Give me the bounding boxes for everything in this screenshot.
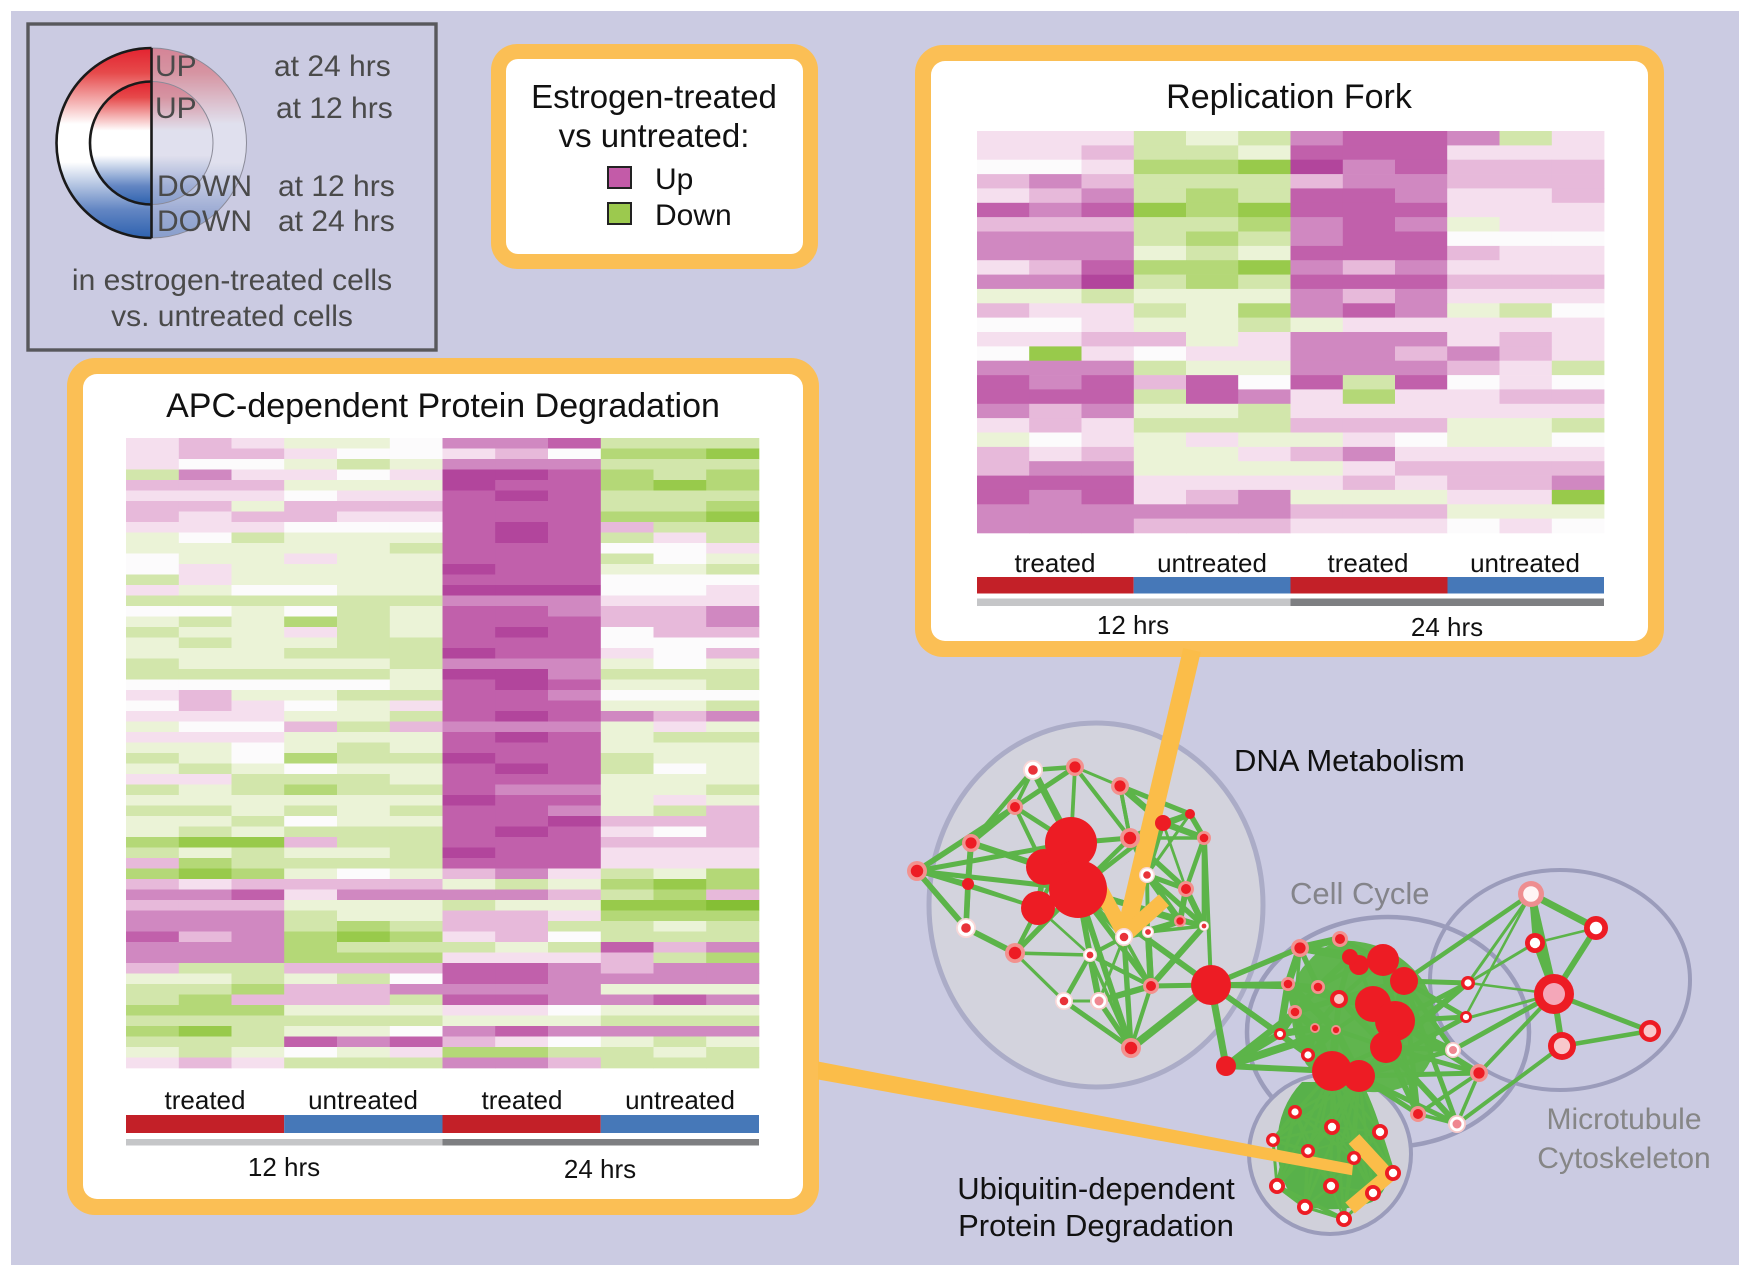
svg-text:Microtubule: Microtubule xyxy=(1546,1103,1701,1136)
svg-text:treated: treated xyxy=(482,1085,563,1115)
svg-text:at 24 hrs: at 24 hrs xyxy=(278,205,395,238)
svg-text:Cytoskeleton: Cytoskeleton xyxy=(1537,1142,1710,1175)
svg-text:DNA Metabolism: DNA Metabolism xyxy=(1234,743,1465,778)
svg-text:DOWN: DOWN xyxy=(157,205,252,238)
svg-text:in estrogen-treated cells: in estrogen-treated cells xyxy=(72,264,392,297)
svg-text:at 24 hrs: at 24 hrs xyxy=(274,50,391,83)
svg-text:treated: treated xyxy=(165,1085,246,1115)
svg-text:UP: UP xyxy=(155,50,197,83)
svg-text:DOWN: DOWN xyxy=(157,170,252,203)
svg-text:treated: treated xyxy=(1328,548,1409,578)
svg-text:Protein Degradation: Protein Degradation xyxy=(958,1208,1234,1243)
svg-text:12 hrs: 12 hrs xyxy=(248,1152,320,1182)
svg-text:Cell Cycle: Cell Cycle xyxy=(1290,876,1430,911)
svg-text:Ubiquitin-dependent: Ubiquitin-dependent xyxy=(957,1171,1235,1206)
svg-text:Estrogen-treated: Estrogen-treated xyxy=(531,78,777,115)
svg-text:24 hrs: 24 hrs xyxy=(564,1154,636,1184)
svg-text:at 12 hrs: at 12 hrs xyxy=(278,170,395,203)
svg-text:untreated: untreated xyxy=(1157,548,1267,578)
svg-text:Up: Up xyxy=(655,163,693,196)
svg-text:APC-dependent Protein Degradat: APC-dependent Protein Degradation xyxy=(166,387,720,425)
svg-text:untreated: untreated xyxy=(625,1085,735,1115)
svg-text:vs. untreated cells: vs. untreated cells xyxy=(111,300,353,333)
svg-text:untreated: untreated xyxy=(308,1085,418,1115)
svg-text:at 12 hrs: at 12 hrs xyxy=(276,92,393,125)
svg-text:Down: Down xyxy=(655,199,732,232)
svg-text:vs untreated:: vs untreated: xyxy=(559,117,750,154)
svg-text:untreated: untreated xyxy=(1470,548,1580,578)
svg-text:Replication Fork: Replication Fork xyxy=(1166,78,1413,116)
svg-text:treated: treated xyxy=(1015,548,1096,578)
svg-text:12 hrs: 12 hrs xyxy=(1097,610,1169,640)
svg-text:UP: UP xyxy=(155,92,197,125)
svg-text:24 hrs: 24 hrs xyxy=(1411,612,1483,642)
